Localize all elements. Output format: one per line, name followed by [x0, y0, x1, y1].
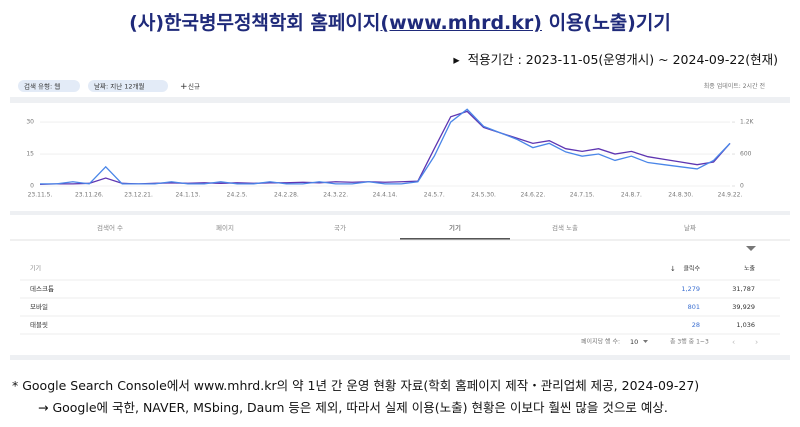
tab-indicator — [400, 238, 510, 240]
y2-tick-label: 0 — [740, 183, 744, 190]
prev[interactable]: ‹ — [732, 338, 735, 347]
cell: 데스크톱 — [30, 285, 54, 293]
title-link: (www.mhrd.kr) — [380, 12, 542, 34]
new-icon: + — [180, 82, 188, 92]
x-tick-label: 23.11.26. — [75, 192, 104, 199]
x-tick-label: 24.4.14. — [373, 192, 398, 199]
period: ▸ 적용기간 : 2023-11-05(운영개시) ~ 2024-09-22(현… — [453, 52, 778, 67]
x-tick-label: 24.9.22. — [718, 192, 743, 199]
toolbar — [10, 75, 790, 97]
x-tick-label: 24.2.5. — [227, 192, 248, 199]
cell: 1,036 — [736, 321, 755, 329]
note: * Google Search Console에서 www.mhrd.kr의 약… — [12, 378, 700, 393]
filter-label: 날짜: 지난 12개월 — [94, 82, 144, 91]
x-tick-label: 24.8.7. — [621, 192, 642, 199]
y2-tick-label: 1.2K — [740, 119, 755, 126]
x-tick-label: 24.5.7. — [424, 192, 445, 199]
x-tick-label: 24.1.13. — [175, 192, 200, 199]
dropdown[interactable] — [643, 340, 648, 343]
column-header[interactable]: 노출 — [744, 265, 756, 273]
cell: 모바일 — [30, 302, 48, 311]
title-part: 이용(노출)기기 — [541, 12, 671, 34]
x-tick-label: 24.6.22. — [520, 192, 545, 199]
rows-per-page: 페이지당 행 수: — [581, 338, 620, 346]
note: → Google에 국한, NAVER, MSbing, Daum 등은 제외,… — [38, 400, 668, 415]
x-tick-label: 24.3.22. — [323, 192, 348, 199]
column-header[interactable]: 클릭수 — [683, 265, 700, 273]
column-header: 기기 — [30, 265, 41, 273]
page-range: 총 3행 중 1~3 — [670, 338, 709, 346]
y-tick-label: 15 — [26, 151, 34, 158]
x-tick-label: 24.5.30. — [471, 192, 496, 199]
cell: 태블릿 — [30, 321, 48, 329]
filter-chip[interactable] — [18, 80, 80, 92]
x-tick-label: 24.7.15. — [570, 192, 595, 199]
x-tick-label: 24.8.30. — [668, 192, 693, 199]
title: (사)한국병무정책학회 홈페이지(www.mhrd.kr) 이용(노출)기기 — [0, 8, 800, 35]
chart-card — [10, 103, 790, 211]
filter-icon[interactable] — [746, 246, 756, 251]
x-tick-label: 23.11.5. — [28, 192, 53, 199]
tab[interactable]: 페이지 — [216, 223, 234, 232]
series-line — [40, 108, 731, 185]
period-text: 적용기간 : 2023-11-05(운영개시) ~ 2024-09-22(현재) — [467, 52, 778, 67]
title-part: (사)한국병무정책학회 홈페이지 — [129, 12, 381, 34]
tab[interactable]: 국가 — [334, 223, 346, 232]
y-tick-label: 0 — [30, 183, 34, 190]
x-tick-label: 23.12.21. — [124, 192, 153, 199]
next[interactable]: › — [755, 338, 758, 347]
y-tick-label: 30 — [26, 119, 34, 126]
x-tick-label: 24.2.28. — [274, 192, 299, 199]
tab[interactable]: 날짜 — [684, 223, 696, 232]
sort-icon: ↓ — [670, 265, 676, 273]
screenshot: 검색 유형: 웹 날짜: 지난 12개월 + 신규 최종 업데이트: 2시간 전 0 15 3… — [10, 75, 790, 360]
cell: 1,279 — [681, 285, 700, 293]
cell: 801 — [688, 303, 700, 311]
y2-tick-label: 600 — [740, 151, 752, 158]
filter-label: 검색 유형: 웹 — [24, 82, 60, 91]
new-button[interactable]: 신규 — [188, 82, 200, 91]
tab[interactable]: 기기 — [449, 223, 461, 232]
tab[interactable]: 검색 노출 — [552, 223, 578, 232]
filter-chip[interactable] — [88, 80, 168, 92]
cell: 28 — [692, 321, 700, 329]
tab[interactable]: 검색어 수 — [97, 223, 123, 232]
page-size[interactable]: 10 — [630, 338, 638, 346]
cell: 31,787 — [732, 285, 755, 293]
updated: 최종 업데이트: 2시간 전 — [704, 82, 765, 90]
cell: 39,929 — [732, 303, 755, 311]
